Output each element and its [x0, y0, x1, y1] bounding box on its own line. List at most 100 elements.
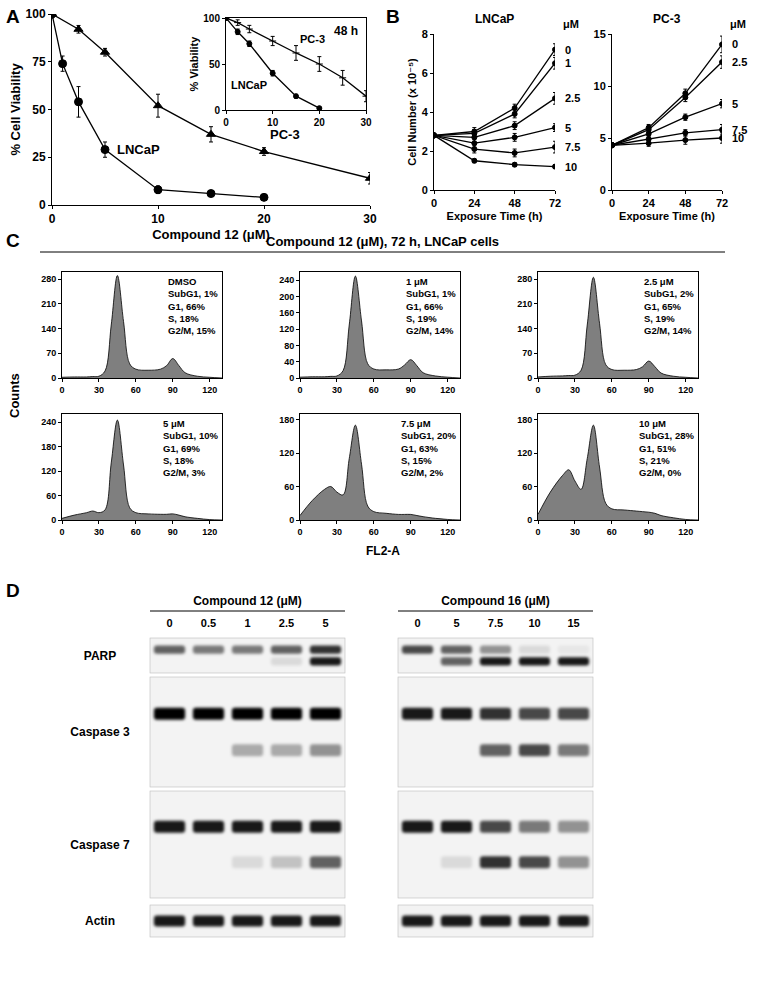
svg-text:48: 48 — [509, 197, 521, 209]
svg-text:2: 2 — [422, 145, 428, 157]
svg-text:48 h: 48 h — [334, 24, 358, 38]
svg-text:24: 24 — [643, 197, 656, 209]
svg-text:Caspase 7: Caspase 7 — [70, 838, 130, 852]
svg-text:Exposure Time (h): Exposure Time (h) — [619, 210, 715, 222]
svg-text:30: 30 — [94, 385, 104, 395]
svg-text:30: 30 — [570, 527, 580, 537]
svg-text:7.5: 7.5 — [488, 617, 503, 629]
svg-text:15: 15 — [567, 617, 579, 629]
svg-text:Compound 12 (μM), 72 h, LNCaP: Compound 12 (μM), 72 h, LNCaP cells — [266, 234, 499, 249]
svg-text:1: 1 — [565, 57, 571, 69]
svg-text:7.5 μMSubG1, 20%G1, 63%S, 15%G: 7.5 μMSubG1, 20%G1, 63%S, 15%G2/M, 2% — [401, 418, 456, 478]
svg-text:DMSOSubG1, 1%G1, 66%S, 18%G2/M: DMSOSubG1, 1%G1, 66%S, 18%G2/M, 15% — [168, 276, 218, 336]
svg-text:48: 48 — [679, 197, 691, 209]
svg-text:0: 0 — [214, 105, 220, 116]
svg-text:0: 0 — [732, 38, 738, 50]
svg-text:140: 140 — [41, 324, 56, 334]
svg-text:30: 30 — [570, 385, 580, 395]
svg-text:1 μMSubG1, 1%G1, 66%S, 19%G2/M: 1 μMSubG1, 1%G1, 66%S, 19%G2/M, 14% — [406, 276, 456, 336]
svg-text:0: 0 — [609, 197, 615, 209]
svg-text:75: 75 — [32, 55, 46, 69]
svg-text:60: 60 — [131, 527, 141, 537]
svg-text:LNCaP: LNCaP — [231, 79, 267, 91]
svg-text:5: 5 — [453, 617, 459, 629]
svg-text:2.5 μMSubG1, 2%G1, 65%S, 19%G2: 2.5 μMSubG1, 2%G1, 65%S, 19%G2/M, 14% — [644, 276, 694, 336]
svg-text:90: 90 — [644, 385, 654, 395]
svg-text:25: 25 — [32, 150, 46, 164]
svg-text:60: 60 — [607, 385, 617, 395]
svg-text:A: A — [6, 6, 20, 27]
svg-text:LNCaP: LNCaP — [117, 142, 160, 157]
svg-text:μM: μM — [730, 18, 746, 30]
svg-text:120: 120 — [202, 385, 217, 395]
svg-text:Counts: Counts — [7, 373, 22, 418]
svg-text:120: 120 — [440, 527, 455, 537]
svg-text:0: 0 — [414, 617, 420, 629]
svg-text:60: 60 — [284, 482, 294, 492]
svg-text:Compound 12 (μM): Compound 12 (μM) — [193, 594, 302, 608]
svg-text:D: D — [6, 580, 20, 601]
svg-text:60: 60 — [369, 527, 379, 537]
svg-text:0: 0 — [527, 373, 532, 383]
svg-text:PC-3: PC-3 — [653, 12, 681, 26]
svg-text:10: 10 — [565, 161, 577, 173]
svg-text:160: 160 — [279, 308, 294, 318]
svg-text:Caspase 3: Caspase 3 — [70, 725, 130, 739]
svg-text:PC-3: PC-3 — [270, 127, 300, 142]
svg-text:0: 0 — [535, 527, 540, 537]
svg-text:90: 90 — [168, 527, 178, 537]
svg-text:80: 80 — [284, 341, 294, 351]
svg-text:40: 40 — [284, 357, 294, 367]
svg-text:10 μMSubG1, 28%G1, 51%S, 21%G2: 10 μMSubG1, 28%G1, 51%S, 21%G2/M, 0% — [639, 418, 694, 478]
svg-text:280: 280 — [517, 274, 532, 284]
svg-text:FL2-A: FL2-A — [366, 544, 400, 558]
svg-text:0: 0 — [565, 44, 571, 56]
svg-text:90: 90 — [168, 385, 178, 395]
svg-text:200: 200 — [279, 292, 294, 302]
svg-text:% Viability: % Viability — [188, 36, 200, 92]
svg-text:7.5: 7.5 — [565, 141, 580, 153]
svg-text:210: 210 — [517, 299, 532, 309]
svg-text:72: 72 — [549, 197, 561, 209]
svg-text:0: 0 — [39, 198, 46, 212]
svg-text:60: 60 — [369, 385, 379, 395]
svg-text:5: 5 — [600, 132, 606, 144]
svg-text:120: 120 — [279, 448, 294, 458]
svg-text:120: 120 — [202, 527, 217, 537]
svg-text:60: 60 — [46, 491, 56, 501]
svg-text:0: 0 — [59, 527, 64, 537]
svg-text:240: 240 — [279, 275, 294, 285]
svg-text:100: 100 — [26, 7, 46, 21]
svg-text:5: 5 — [322, 617, 328, 629]
svg-text:PC-3: PC-3 — [300, 33, 325, 45]
svg-text:0: 0 — [59, 385, 64, 395]
svg-text:100: 100 — [203, 13, 220, 24]
svg-text:24: 24 — [468, 197, 481, 209]
svg-text:0: 0 — [289, 515, 294, 525]
svg-text:120: 120 — [517, 448, 532, 458]
svg-text:5 μMSubG1, 10%G1, 69%S, 18%G2/: 5 μMSubG1, 10%G1, 69%S, 18%G2/M, 3% — [163, 418, 218, 478]
svg-text:60: 60 — [522, 482, 532, 492]
svg-text:70: 70 — [46, 348, 56, 358]
svg-text:120: 120 — [678, 385, 693, 395]
svg-text:30: 30 — [94, 527, 104, 537]
svg-text:50: 50 — [209, 59, 221, 70]
svg-text:LNCaP: LNCaP — [475, 12, 514, 26]
svg-text:180: 180 — [41, 442, 56, 452]
svg-text:90: 90 — [644, 527, 654, 537]
svg-text:0: 0 — [223, 117, 229, 128]
svg-text:30: 30 — [332, 385, 342, 395]
svg-text:10: 10 — [594, 80, 606, 92]
svg-text:30: 30 — [363, 212, 377, 226]
svg-text:60: 60 — [607, 527, 617, 537]
svg-text:280: 280 — [41, 274, 56, 284]
svg-text:0: 0 — [431, 197, 437, 209]
svg-text:μM: μM — [563, 18, 579, 30]
svg-text:Cell Number (x 10⁻⁵): Cell Number (x 10⁻⁵) — [406, 58, 418, 166]
svg-text:90: 90 — [406, 527, 416, 537]
svg-text:0: 0 — [49, 212, 56, 226]
svg-text:140: 140 — [517, 324, 532, 334]
svg-text:180: 180 — [517, 415, 532, 425]
svg-text:10: 10 — [528, 617, 540, 629]
svg-text:6: 6 — [422, 67, 428, 79]
